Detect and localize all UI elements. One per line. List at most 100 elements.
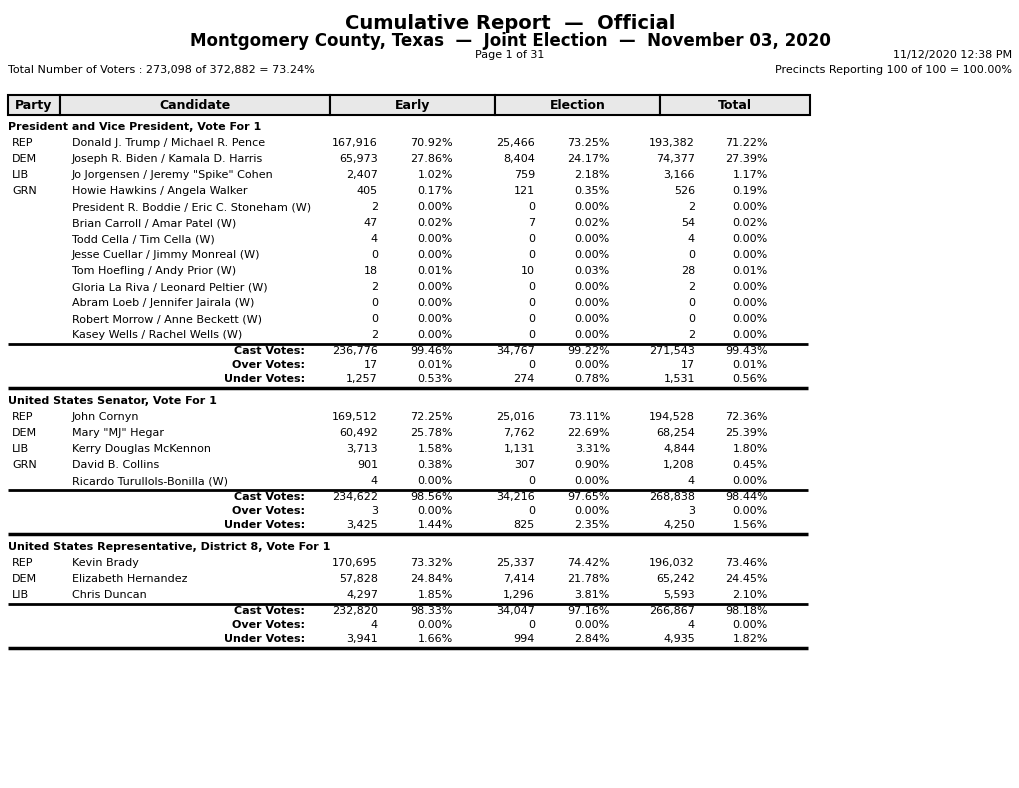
Text: REP: REP <box>12 138 34 148</box>
Text: 2,407: 2,407 <box>345 170 378 180</box>
Text: Cumulative Report  —  Official: Cumulative Report — Official <box>344 14 675 33</box>
Text: Jo Jorgensen / Jeremy "Spike" Cohen: Jo Jorgensen / Jeremy "Spike" Cohen <box>72 170 273 180</box>
Text: 18: 18 <box>364 266 378 276</box>
Text: 167,916: 167,916 <box>332 138 378 148</box>
Text: 4: 4 <box>371 234 378 244</box>
Text: Chris Duncan: Chris Duncan <box>72 590 147 600</box>
Text: 5,593: 5,593 <box>662 590 694 600</box>
Text: 21.78%: 21.78% <box>567 574 609 584</box>
Text: Party: Party <box>15 99 53 112</box>
Text: 1.82%: 1.82% <box>732 634 767 644</box>
Text: 70.92%: 70.92% <box>410 138 452 148</box>
Text: 0: 0 <box>688 298 694 308</box>
Text: 0.00%: 0.00% <box>574 202 609 212</box>
Text: David B. Collins: David B. Collins <box>72 460 159 470</box>
Text: 4,935: 4,935 <box>662 634 694 644</box>
Text: 236,776: 236,776 <box>332 346 378 356</box>
Text: 4: 4 <box>687 476 694 486</box>
Text: 2: 2 <box>687 330 694 340</box>
Text: 7: 7 <box>528 218 535 228</box>
Text: 1,208: 1,208 <box>662 460 694 470</box>
Text: 2: 2 <box>687 282 694 292</box>
Text: 1.58%: 1.58% <box>417 444 452 454</box>
Text: 0.45%: 0.45% <box>732 460 767 470</box>
Text: John Cornyn: John Cornyn <box>72 412 140 422</box>
Text: 0: 0 <box>528 250 535 260</box>
Text: 25.39%: 25.39% <box>725 428 767 438</box>
Text: 4: 4 <box>371 476 378 486</box>
Text: 0.00%: 0.00% <box>418 298 452 308</box>
Text: 0.35%: 0.35% <box>574 186 609 196</box>
Text: Elizabeth Hernandez: Elizabeth Hernandez <box>72 574 187 584</box>
Text: 526: 526 <box>674 186 694 196</box>
Text: Robert Morrow / Anne Beckett (W): Robert Morrow / Anne Beckett (W) <box>72 314 262 324</box>
Text: Precincts Reporting 100 of 100 = 100.00%: Precincts Reporting 100 of 100 = 100.00% <box>774 65 1011 75</box>
Text: 2: 2 <box>687 202 694 212</box>
Text: GRN: GRN <box>12 186 37 196</box>
Text: 2: 2 <box>371 202 378 212</box>
Text: 1.17%: 1.17% <box>732 170 767 180</box>
Text: 0.17%: 0.17% <box>417 186 452 196</box>
Text: 24.17%: 24.17% <box>567 154 609 164</box>
Text: 25,337: 25,337 <box>496 558 535 568</box>
Text: 0.00%: 0.00% <box>418 330 452 340</box>
Text: Total: Total <box>717 99 751 112</box>
Text: 97.16%: 97.16% <box>567 606 609 616</box>
Text: Total Number of Voters : 273,098 of 372,882 = 73.24%: Total Number of Voters : 273,098 of 372,… <box>8 65 315 75</box>
Text: 0.00%: 0.00% <box>574 234 609 244</box>
Text: 2.84%: 2.84% <box>574 634 609 644</box>
Text: Kerry Douglas McKennon: Kerry Douglas McKennon <box>72 444 211 454</box>
Text: 1,296: 1,296 <box>502 590 535 600</box>
Text: 0.02%: 0.02% <box>417 218 452 228</box>
Bar <box>659 95 809 115</box>
Text: 0.01%: 0.01% <box>732 360 767 370</box>
Text: 271,543: 271,543 <box>648 346 694 356</box>
Text: 73.11%: 73.11% <box>567 412 609 422</box>
Text: 193,382: 193,382 <box>648 138 694 148</box>
Text: 74,377: 74,377 <box>655 154 694 164</box>
Text: 74.42%: 74.42% <box>567 558 609 568</box>
Text: 0: 0 <box>528 620 535 630</box>
Text: 98.56%: 98.56% <box>410 492 452 502</box>
Text: 3,941: 3,941 <box>345 634 378 644</box>
Text: 47: 47 <box>364 218 378 228</box>
Text: 65,973: 65,973 <box>339 154 378 164</box>
Text: 0.00%: 0.00% <box>574 506 609 516</box>
Text: 0.00%: 0.00% <box>418 506 452 516</box>
Text: 825: 825 <box>514 520 535 530</box>
Text: 3.81%: 3.81% <box>574 590 609 600</box>
Text: 72.25%: 72.25% <box>410 412 452 422</box>
Text: 73.32%: 73.32% <box>410 558 452 568</box>
Text: 4,844: 4,844 <box>662 444 694 454</box>
Text: 196,032: 196,032 <box>649 558 694 568</box>
Text: 72.36%: 72.36% <box>725 412 767 422</box>
Text: 0: 0 <box>528 330 535 340</box>
Text: 1.85%: 1.85% <box>417 590 452 600</box>
Text: Jesse Cuellar / Jimmy Monreal (W): Jesse Cuellar / Jimmy Monreal (W) <box>72 250 260 260</box>
Text: 4,297: 4,297 <box>345 590 378 600</box>
Text: 99.46%: 99.46% <box>410 346 452 356</box>
Text: 11/12/2020 12:38 PM: 11/12/2020 12:38 PM <box>892 50 1011 60</box>
Text: 0.00%: 0.00% <box>574 282 609 292</box>
Text: 759: 759 <box>514 170 535 180</box>
Text: Todd Cella / Tim Cella (W): Todd Cella / Tim Cella (W) <box>72 234 215 244</box>
Text: 0: 0 <box>371 250 378 260</box>
Bar <box>494 95 659 115</box>
Text: United States Representative, District 8, Vote For 1: United States Representative, District 8… <box>8 542 330 552</box>
Text: 22.69%: 22.69% <box>567 428 609 438</box>
Text: 0.00%: 0.00% <box>732 620 767 630</box>
Text: 0: 0 <box>371 314 378 324</box>
Text: DEM: DEM <box>12 574 37 584</box>
Text: 24.84%: 24.84% <box>410 574 452 584</box>
Text: 0.00%: 0.00% <box>732 282 767 292</box>
Text: 34,216: 34,216 <box>496 492 535 502</box>
Text: 68,254: 68,254 <box>655 428 694 438</box>
Text: 98.44%: 98.44% <box>725 492 767 502</box>
Text: 0.00%: 0.00% <box>574 476 609 486</box>
Text: 0.01%: 0.01% <box>418 360 452 370</box>
Text: 1.80%: 1.80% <box>732 444 767 454</box>
Text: 0: 0 <box>688 314 694 324</box>
Text: 0.02%: 0.02% <box>574 218 609 228</box>
Text: 0.03%: 0.03% <box>574 266 609 276</box>
Text: 0.01%: 0.01% <box>418 266 452 276</box>
